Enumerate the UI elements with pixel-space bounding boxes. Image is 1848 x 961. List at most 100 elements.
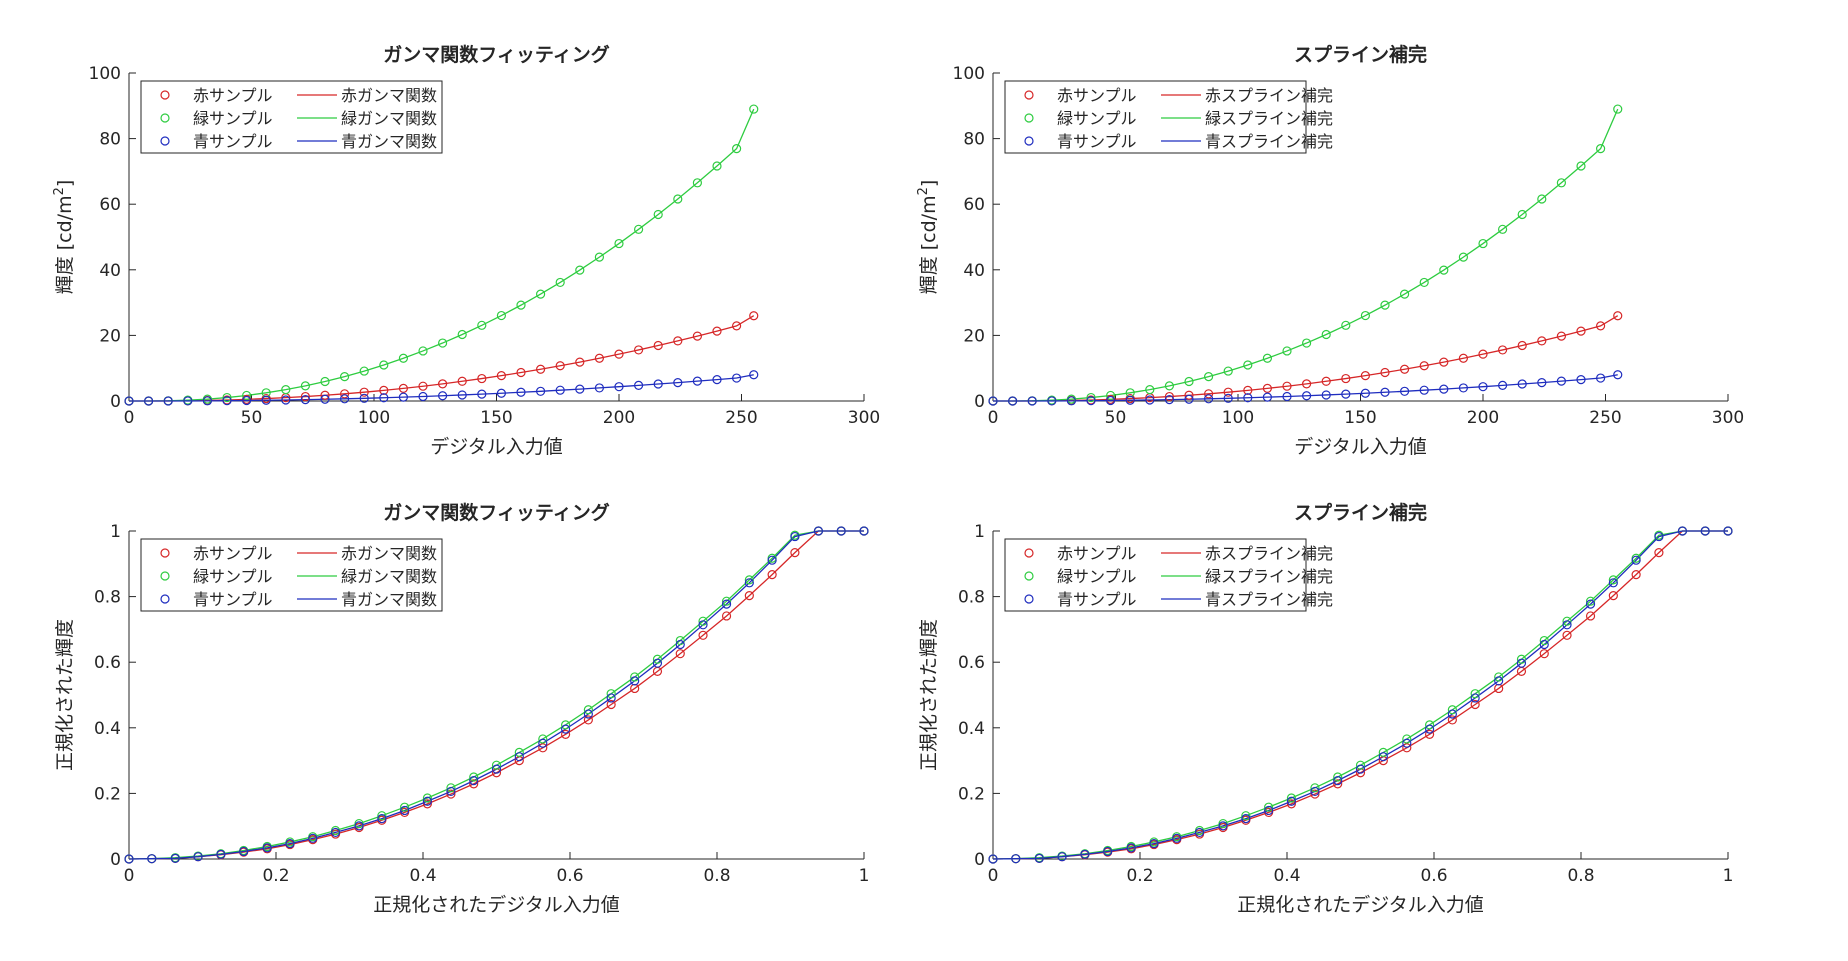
sample-point-green — [698, 616, 708, 626]
chart-title: ガンマ関数フィッティング — [383, 43, 609, 66]
legend-label-curve: 青ガンマ関数 — [341, 132, 437, 151]
y-tick-label: 20 — [963, 326, 985, 346]
legend-label-curve: 赤スプライン補完 — [1205, 86, 1333, 105]
sample-point-blue — [1631, 555, 1641, 565]
sample-point-green — [1378, 747, 1388, 758]
sample-point-blue — [216, 849, 226, 860]
sample-point-blue — [285, 838, 295, 849]
sample-point-red — [555, 361, 565, 371]
sample-point-green — [731, 144, 742, 154]
y-axis-label-end: ] — [918, 180, 940, 187]
sample-point-green — [1301, 338, 1312, 348]
sample-point-green — [614, 238, 624, 249]
sample-point-red — [1631, 570, 1641, 580]
y-tick-label: 0.2 — [94, 784, 121, 804]
sample-point-blue — [744, 578, 754, 588]
sample-point-green — [477, 320, 487, 330]
x-tick-label: 0 — [124, 408, 135, 428]
sample-point-blue — [1086, 396, 1096, 406]
x-tick-label: 150 — [480, 408, 512, 428]
y-tick-label: 0.2 — [958, 784, 985, 804]
sample-point-green — [1243, 360, 1253, 370]
sample-point-blue — [469, 776, 479, 786]
sample-point-red — [1243, 385, 1253, 395]
sample-point-green — [1497, 224, 1508, 234]
y-tick-label: 40 — [99, 261, 121, 281]
legend-label-sample: 緑サンプル — [193, 567, 273, 586]
sample-point-green — [1184, 376, 1194, 387]
sample-point-red — [1184, 390, 1194, 400]
legend-marker-green — [1024, 113, 1034, 123]
sample-point-green — [749, 104, 759, 114]
sample-point-blue — [1243, 393, 1253, 403]
sample-point-blue — [1497, 380, 1508, 390]
series-line-green — [129, 108, 755, 402]
sample-point-green — [1537, 194, 1547, 204]
legend-label-sample: 赤サンプル — [1057, 86, 1137, 105]
sample-point-blue — [1184, 394, 1194, 404]
x-tick-label: 0 — [988, 866, 999, 886]
x-tick-label: 250 — [1589, 408, 1621, 428]
sample-point-red — [712, 326, 722, 336]
sample-point-red — [673, 336, 683, 346]
sample-point-green — [422, 793, 433, 803]
sample-point-blue — [1458, 383, 1469, 393]
sample-point-blue — [1613, 370, 1623, 380]
sample-point-blue — [379, 393, 389, 403]
sample-point-blue — [692, 376, 703, 386]
sample-point-blue — [1034, 853, 1044, 863]
x-axis-label: 正規化されたデジタル入力値 — [373, 894, 620, 916]
sample-point-blue — [242, 395, 252, 406]
sample-point-blue — [731, 373, 742, 383]
sample-point-blue — [446, 786, 456, 797]
sample-point-blue — [1066, 396, 1077, 406]
sample-point-blue — [1595, 373, 1606, 383]
sample-point-green — [560, 720, 571, 730]
sample-point-red — [1402, 743, 1412, 753]
x-tick-label: 0.6 — [1420, 866, 1447, 886]
legend-label-curve: 緑ガンマ関数 — [341, 567, 437, 586]
sample-point-green — [1086, 392, 1096, 403]
y-axis-label-end: ] — [54, 180, 76, 187]
sample-point-green — [359, 366, 369, 376]
y-tick-label: 0 — [110, 850, 121, 870]
sample-point-blue — [163, 396, 173, 406]
chart-panel-3: 0 0.2 0.4 0.6 0.8 1 0 0.2 0.4 0.6 0.8 1 ガンマ関数フィッティング… — [54, 501, 869, 916]
sample-point-red — [1333, 779, 1343, 789]
sample-point-red — [300, 391, 310, 402]
sample-point-blue — [1264, 805, 1274, 816]
sample-point-green — [1218, 818, 1228, 829]
sample-point-blue — [1145, 395, 1155, 405]
sample-point-green — [1516, 654, 1527, 664]
sample-point-green — [1321, 329, 1331, 340]
y-tick-label: 0 — [974, 392, 985, 412]
sample-point-red — [721, 611, 732, 621]
sample-point-green — [457, 329, 467, 340]
sample-point-green — [446, 783, 456, 793]
y-axis-label-superscript: 2 — [916, 187, 931, 195]
sample-point-blue — [1203, 394, 1214, 404]
sample-point-blue — [1125, 395, 1135, 405]
sample-point-red — [1164, 391, 1175, 402]
sample-point-green — [555, 277, 565, 288]
x-axis-label: 正規化されたデジタル入力値 — [1237, 894, 1484, 916]
sample-point-blue — [438, 391, 448, 401]
y-tick-label: 0.4 — [958, 719, 985, 739]
sample-point-blue — [859, 526, 869, 536]
sample-point-blue — [144, 396, 154, 406]
sample-point-red — [1203, 389, 1214, 399]
sample-point-red — [535, 364, 546, 374]
sample-point-blue — [1576, 375, 1586, 385]
legend-label-sample: 緑サンプル — [193, 109, 273, 128]
x-tick-label: 0.2 — [262, 866, 289, 886]
sample-point-green — [281, 385, 291, 395]
sample-point-green — [1264, 802, 1274, 812]
sample-point-green — [491, 760, 502, 770]
sample-point-blue — [1282, 391, 1292, 402]
sample-point-green — [438, 338, 448, 348]
sample-point-red — [418, 381, 428, 391]
sample-point-red — [398, 383, 408, 393]
y-tick-label: 100 — [953, 64, 985, 84]
sample-point-blue — [1172, 833, 1182, 843]
sample-point-green — [744, 575, 754, 585]
